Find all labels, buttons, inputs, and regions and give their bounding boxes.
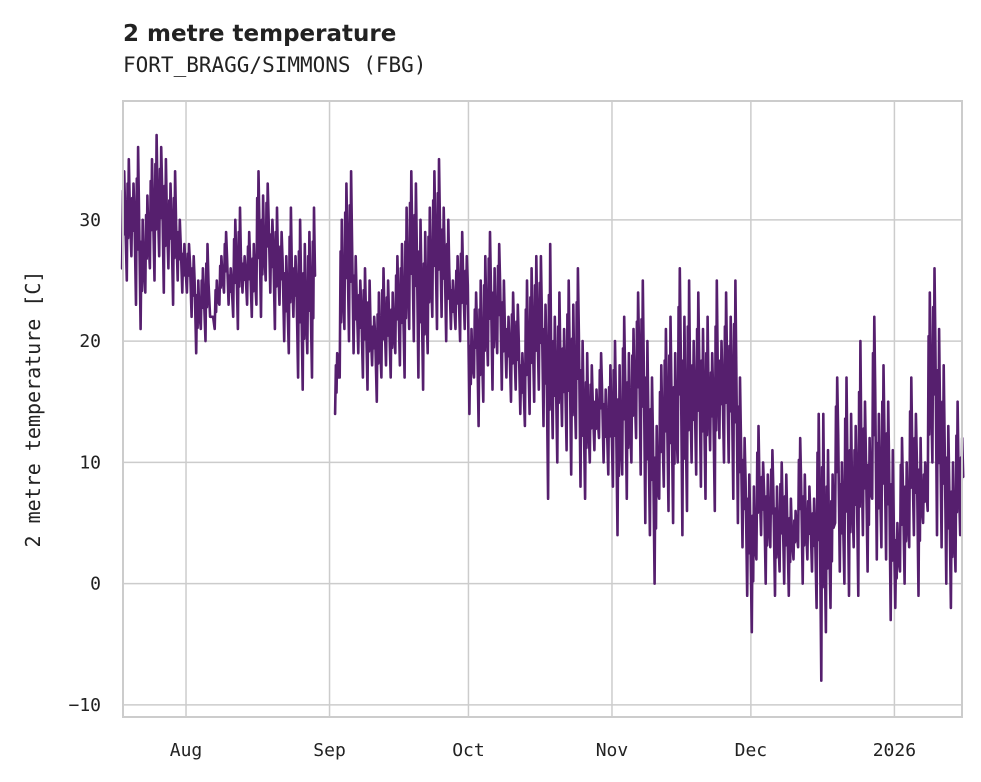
chart-title: 2 metre temperature (123, 21, 396, 47)
temperature-line (120, 133, 317, 391)
x-tick-label: Dec (735, 740, 768, 761)
temperature-line (333, 157, 965, 682)
y-tick-label: 10 (79, 452, 101, 473)
x-tick-label: Sep (313, 740, 346, 761)
chart-subtitle: FORT_BRAGG/SIMMONS (FBG) (123, 53, 426, 77)
x-tick-label: Aug (170, 740, 203, 761)
x-tick-label: Nov (596, 740, 629, 761)
y-tick-label: −10 (68, 695, 101, 716)
y-tick-label: 0 (90, 574, 101, 595)
y-tick-label: 20 (79, 331, 101, 352)
plot-frame (122, 100, 963, 718)
y-axis-label: 2 metre temperature [C] (21, 271, 45, 548)
y-tick-label: 30 (79, 210, 101, 231)
series-layer (120, 133, 965, 682)
x-tick-label: Oct (452, 740, 485, 761)
tick-labels: 30 20 10 0 −10 Aug Sep Oct Nov Dec 2026 (68, 210, 916, 761)
x-tick-label: 2026 (873, 740, 916, 761)
